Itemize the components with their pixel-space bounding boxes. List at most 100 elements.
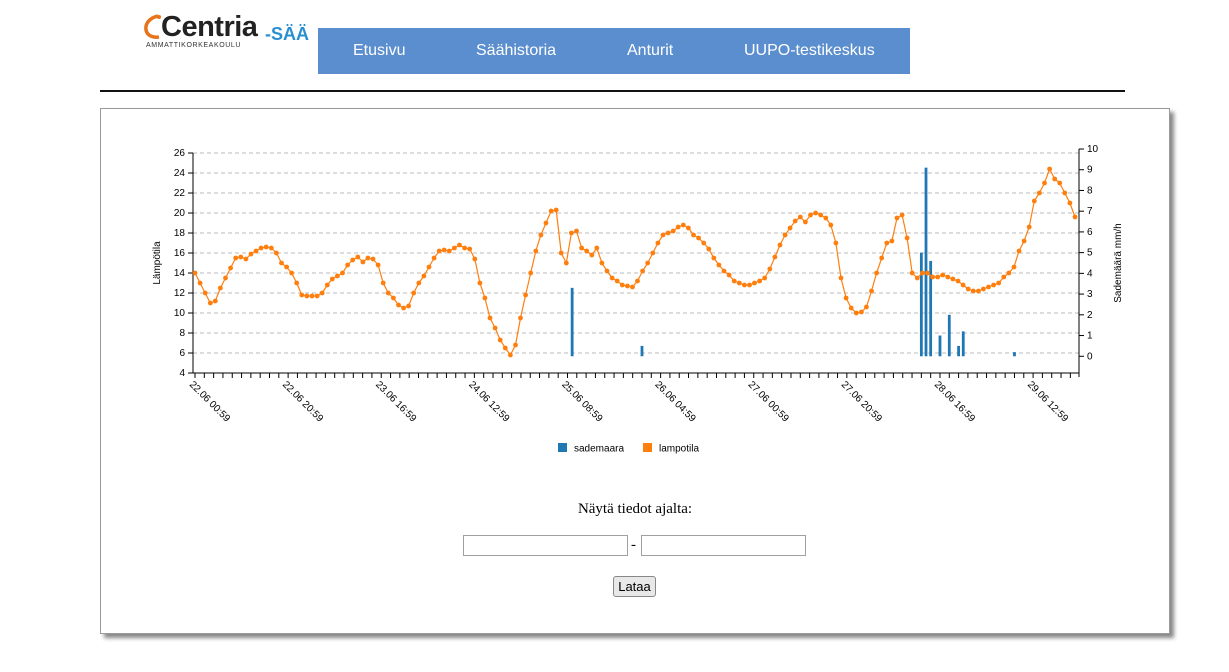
temperature-point [406, 303, 411, 309]
temperature-point [670, 228, 676, 234]
end-date-input[interactable] [641, 535, 806, 556]
temperature-point [538, 232, 544, 238]
nav-item-etusivu[interactable]: Etusivu [353, 42, 406, 59]
temperature-point [981, 286, 986, 292]
legend-label-sademaara: sademaara [574, 444, 624, 455]
temperature-point [1006, 270, 1012, 276]
logo-suffix: -SÄÄ [265, 24, 309, 44]
temperature-point [1011, 264, 1017, 270]
temperature-point [457, 242, 462, 248]
temperature-point [818, 212, 824, 218]
load-button[interactable]: Lataa [613, 576, 656, 597]
temperature-point [243, 256, 249, 262]
y2-axis-title: Sademäärä mm/h [1113, 223, 1124, 302]
temperature-point [701, 240, 707, 246]
temperature-point [248, 251, 254, 257]
temperature-point [548, 208, 554, 214]
y-tick-label: 16 [174, 248, 186, 259]
temperature-point [1037, 190, 1042, 196]
temperature-point [965, 286, 971, 292]
temperature-point [945, 274, 951, 280]
y2-tick-label: 10 [1087, 144, 1099, 155]
temperature-point [970, 288, 976, 294]
temperature-point [365, 255, 371, 261]
temperature-point [472, 256, 478, 262]
temperature-point [925, 270, 930, 276]
temperature-point [218, 285, 223, 291]
temperature-point [619, 282, 625, 288]
temperature-point [340, 270, 345, 276]
logo[interactable]: Centria -SÄÄ AMMATTIKORKEAKOULU [143, 8, 313, 54]
temperature-point [889, 238, 895, 244]
nav-item-anturit[interactable]: Anturit [627, 42, 674, 59]
temperature-point [477, 280, 483, 286]
temperature-point [599, 260, 605, 266]
temperature-point [574, 228, 579, 234]
temperature-point [777, 242, 783, 248]
temperature-point [279, 260, 284, 266]
temperature-point [385, 290, 391, 296]
rain-bar [938, 335, 942, 357]
logo-name: Centria [161, 11, 258, 43]
temperature-point [803, 219, 808, 225]
y2-tick-label: 9 [1087, 165, 1093, 176]
temperature-point [421, 273, 427, 279]
temperature-point [904, 235, 910, 241]
chart-panel: 4 6 8 10 12 14 16 18 20 22 24 26 0 1 2 3 4 5 6 7 8 9 10 22.06 0… [100, 108, 1170, 634]
temperature-point [533, 248, 539, 254]
logo-subtitle: AMMATTIKORKEAKOULU [146, 42, 242, 49]
nav-item-uupo-testikeskus[interactable]: UUPO-testikeskus [744, 42, 875, 59]
temperature-line [194, 167, 1076, 357]
temperature-point [294, 280, 300, 286]
rain-bar [570, 287, 574, 357]
y-tick-label: 8 [179, 328, 185, 339]
temperature-point [1062, 190, 1068, 196]
temperature-point [864, 304, 869, 310]
temperature-point [569, 230, 574, 236]
temperature-point [609, 275, 615, 281]
x-tick-label: 22.06 20:59 [280, 379, 325, 424]
temperature-point [797, 214, 803, 220]
temperature-point [197, 280, 203, 286]
temperature-point [823, 215, 829, 221]
temperature-point [238, 254, 244, 260]
temperature-point [716, 262, 722, 268]
temperature-point [625, 283, 630, 289]
x-tick-label: 23.06 16:59 [373, 379, 418, 424]
temperature-point [736, 280, 742, 286]
nav-item-saahistoria[interactable]: Säähistoria [476, 42, 557, 59]
temperature-point [650, 250, 656, 256]
temperature-point [223, 275, 228, 281]
temperature-point [859, 309, 864, 315]
temperature-point [508, 352, 513, 358]
temperature-point [589, 252, 595, 258]
temperature-point [1026, 224, 1032, 230]
temperature-point [976, 288, 981, 294]
temperature-point [299, 292, 305, 298]
temperature-point [874, 270, 879, 276]
temperature-point [558, 250, 564, 256]
temperature-point [426, 264, 432, 270]
rain-bar [1013, 352, 1016, 357]
temperature-point [614, 278, 620, 284]
temperature-point [782, 232, 788, 238]
temperature-point [228, 265, 233, 271]
temperature-point [645, 260, 651, 266]
temperature-point [528, 270, 534, 276]
temperature-point [1047, 166, 1052, 172]
temperature-point [314, 293, 320, 299]
temperature-point [467, 246, 473, 252]
temperature-point [523, 292, 528, 298]
temperature-point [848, 305, 854, 311]
temperature-point [518, 315, 523, 321]
rain-bar [947, 314, 951, 357]
temperature-point [833, 240, 839, 246]
temperature-point [731, 278, 737, 284]
x-tick-label: 27.06 20:59 [839, 379, 884, 424]
temperature-point [655, 240, 661, 246]
start-date-input[interactable] [463, 535, 628, 556]
temperature-point [1042, 180, 1047, 186]
temperature-point [497, 337, 503, 343]
temperature-point [513, 342, 518, 348]
